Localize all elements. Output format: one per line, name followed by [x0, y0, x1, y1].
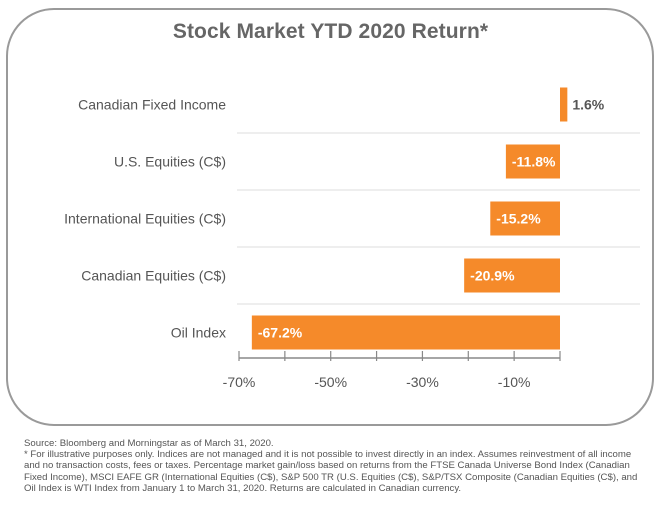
data-label: -67.2%	[258, 325, 303, 341]
chart-rows: Canadian Fixed Income 1.6% U.S. Equities (…	[64, 87, 640, 350]
x-axis: -70% -50% -30% -10%	[223, 351, 561, 390]
x-tick-label: -50%	[314, 374, 347, 390]
x-tick-label: -30%	[406, 374, 439, 390]
bar	[464, 258, 560, 293]
category-label: Canadian Fixed Income	[78, 97, 226, 113]
category-label: Oil Index	[171, 325, 226, 341]
category-label: Canadian Equities (C$)	[81, 268, 226, 284]
data-label: -11.8%	[512, 154, 556, 170]
data-label: -15.2%	[496, 211, 541, 227]
bar	[251, 315, 561, 350]
source-note: Source: Bloomberg and Morningstar as of …	[24, 438, 274, 449]
data-label: 1.6%	[572, 97, 604, 113]
category-label: U.S. Equities (C$)	[114, 154, 226, 170]
bar	[560, 87, 568, 122]
data-label: -20.9%	[470, 268, 515, 284]
bar	[490, 201, 560, 236]
footnote: Source: Bloomberg and Morningstar as of …	[24, 438, 644, 494]
category-label: International Equities (C$)	[64, 211, 226, 227]
chart-title: Stock Market YTD 2020 Return*	[172, 20, 489, 43]
bar	[505, 144, 560, 179]
disclaimer-note: * For illustrative purposes only. Indice…	[24, 449, 638, 494]
x-tick-label: -10%	[498, 374, 531, 390]
x-tick-label: -70%	[223, 374, 256, 390]
bar-chart: Canadian Fixed Income 1.6% U.S. Equities (…	[64, 87, 640, 390]
